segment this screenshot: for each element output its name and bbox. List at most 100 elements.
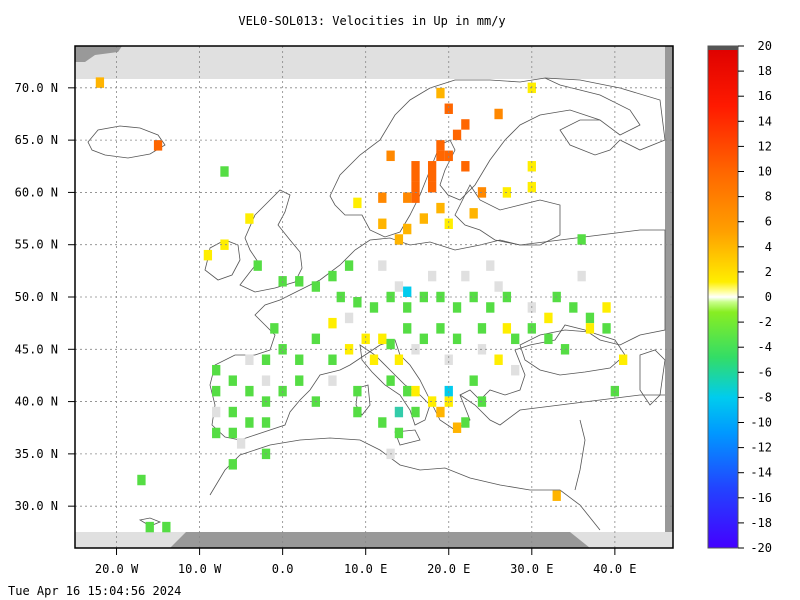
- velocity-cell: [212, 427, 221, 439]
- velocity-cell: [145, 521, 154, 533]
- velocity-cell: [411, 192, 420, 203]
- velocity-cell: [427, 171, 437, 182]
- velocity-cell: [602, 302, 611, 313]
- velocity-cell: [511, 333, 520, 345]
- levant-coast: [574, 419, 586, 491]
- velocity-cell: [378, 192, 387, 203]
- velocity-cell: [452, 302, 462, 313]
- velocity-cell: [436, 87, 445, 99]
- velocity-cell: [602, 323, 611, 334]
- longitude-tick-label: 10.0 W: [178, 562, 222, 576]
- north-africa-coast: [209, 437, 601, 531]
- ireland-coast: [204, 239, 241, 281]
- map-title: VEL0-SOL013: Velocities in Up in mm/y: [238, 14, 506, 28]
- latitude-tick-label: 45.0 N: [15, 342, 58, 356]
- east-band: [665, 46, 673, 548]
- no-data-cell: [236, 438, 246, 449]
- velocity-cell: [419, 291, 428, 303]
- velocity-cell: [403, 323, 412, 334]
- velocity-cell: [220, 166, 229, 177]
- velocity-cell: [469, 208, 478, 219]
- velocity-cell: [386, 375, 395, 386]
- velocity-cell: [444, 150, 453, 162]
- velocity-cell: [461, 417, 470, 428]
- velocity-cell: [427, 396, 437, 407]
- velocity-cell: [486, 302, 495, 313]
- velocity-cell: [436, 406, 445, 418]
- velocity-cell: [494, 108, 503, 120]
- velocity-cell: [328, 354, 337, 365]
- velocity-cell: [328, 270, 337, 282]
- velocity-cell: [344, 260, 354, 271]
- longitude-labels: 20.0 W 10.0 W 0.0 10.0 E 20.0 E 30.0 E 40.0 E: [95, 548, 637, 576]
- longitude-tick-label: 20.0 W: [95, 562, 139, 576]
- velocity-cell: [361, 333, 370, 345]
- velocity-cell: [403, 192, 412, 203]
- velocity-cell: [270, 323, 279, 334]
- velocity-cell: [228, 375, 237, 386]
- velocity-cell: [452, 422, 462, 433]
- velocity-cell: [411, 385, 420, 397]
- velocity-cell: [469, 291, 478, 303]
- scandinavia-coast: [329, 77, 641, 238]
- continent-coast: [209, 229, 666, 441]
- no-data-cell: [212, 406, 221, 418]
- velocity-cell: [137, 474, 146, 486]
- velocity-cell: [403, 286, 412, 297]
- velocity-cell: [378, 333, 387, 345]
- velocity-cell: [585, 312, 595, 324]
- velocity-cell: [477, 323, 487, 334]
- velocity-cell: [452, 129, 462, 141]
- velocity-cell: [569, 302, 578, 313]
- velocity-cell: [245, 213, 254, 224]
- velocity-cell: [295, 276, 304, 287]
- iceland-coast: [87, 125, 166, 159]
- velocity-cell: [452, 333, 462, 345]
- velocity-cell: [295, 375, 304, 386]
- sicily-coast: [394, 429, 421, 446]
- map-frame: [74, 45, 674, 549]
- greece-turkey-coast: [459, 394, 665, 426]
- longitude-tick-label: 10.0 E: [344, 562, 387, 576]
- velocity-cell: [369, 302, 379, 313]
- velocity-cell: [311, 333, 321, 345]
- velocity-cell: [212, 385, 221, 397]
- velocity-cell: [353, 406, 362, 418]
- velocity-cell: [394, 354, 404, 365]
- velocity-cell: [253, 260, 262, 271]
- no-data-cell: [486, 260, 495, 271]
- velocity-cell: [95, 77, 105, 88]
- velocity-cell: [245, 417, 254, 428]
- velocity-cell: [494, 354, 503, 365]
- velocity-cell: [228, 459, 237, 470]
- longitude-tick-label: 40.0 E: [593, 562, 636, 576]
- latitude-tick-label: 70.0 N: [15, 81, 58, 95]
- velocity-cell: [552, 490, 561, 501]
- velocity-cell: [394, 406, 404, 418]
- latitude-labels: 70.0 N 65.0 N 60.0 N 55.0 N 50.0 N 45.0 N 40.0…: [15, 81, 75, 513]
- latitude-tick-label: 65.0 N: [15, 133, 58, 147]
- no-data-cell: [494, 281, 503, 292]
- velocity-cell: [212, 364, 221, 376]
- latitude-tick-label: 30.0 N: [15, 499, 58, 513]
- velocity-cell: [419, 213, 428, 224]
- velocity-cell: [378, 218, 387, 230]
- longitude-tick-label: 20.0 E: [427, 562, 470, 576]
- velocity-cell: [394, 234, 404, 245]
- no-data-cell: [461, 270, 470, 282]
- no-data-cell: [444, 354, 453, 365]
- velocity-cell: [153, 140, 163, 151]
- no-data-cell: [328, 375, 337, 386]
- no-data-cell: [344, 312, 354, 324]
- velocity-cell: [585, 323, 595, 334]
- velocity-cell: [544, 312, 553, 324]
- velocity-cell: [461, 161, 470, 172]
- latitude-tick-label: 55.0 N: [15, 238, 58, 252]
- velocity-cell: [411, 406, 420, 418]
- velocity-cell: [619, 354, 628, 365]
- velocity-cell: [461, 119, 470, 130]
- velocity-cell: [353, 385, 362, 397]
- no-data-cell: [245, 354, 254, 365]
- velocity-cell: [427, 181, 437, 193]
